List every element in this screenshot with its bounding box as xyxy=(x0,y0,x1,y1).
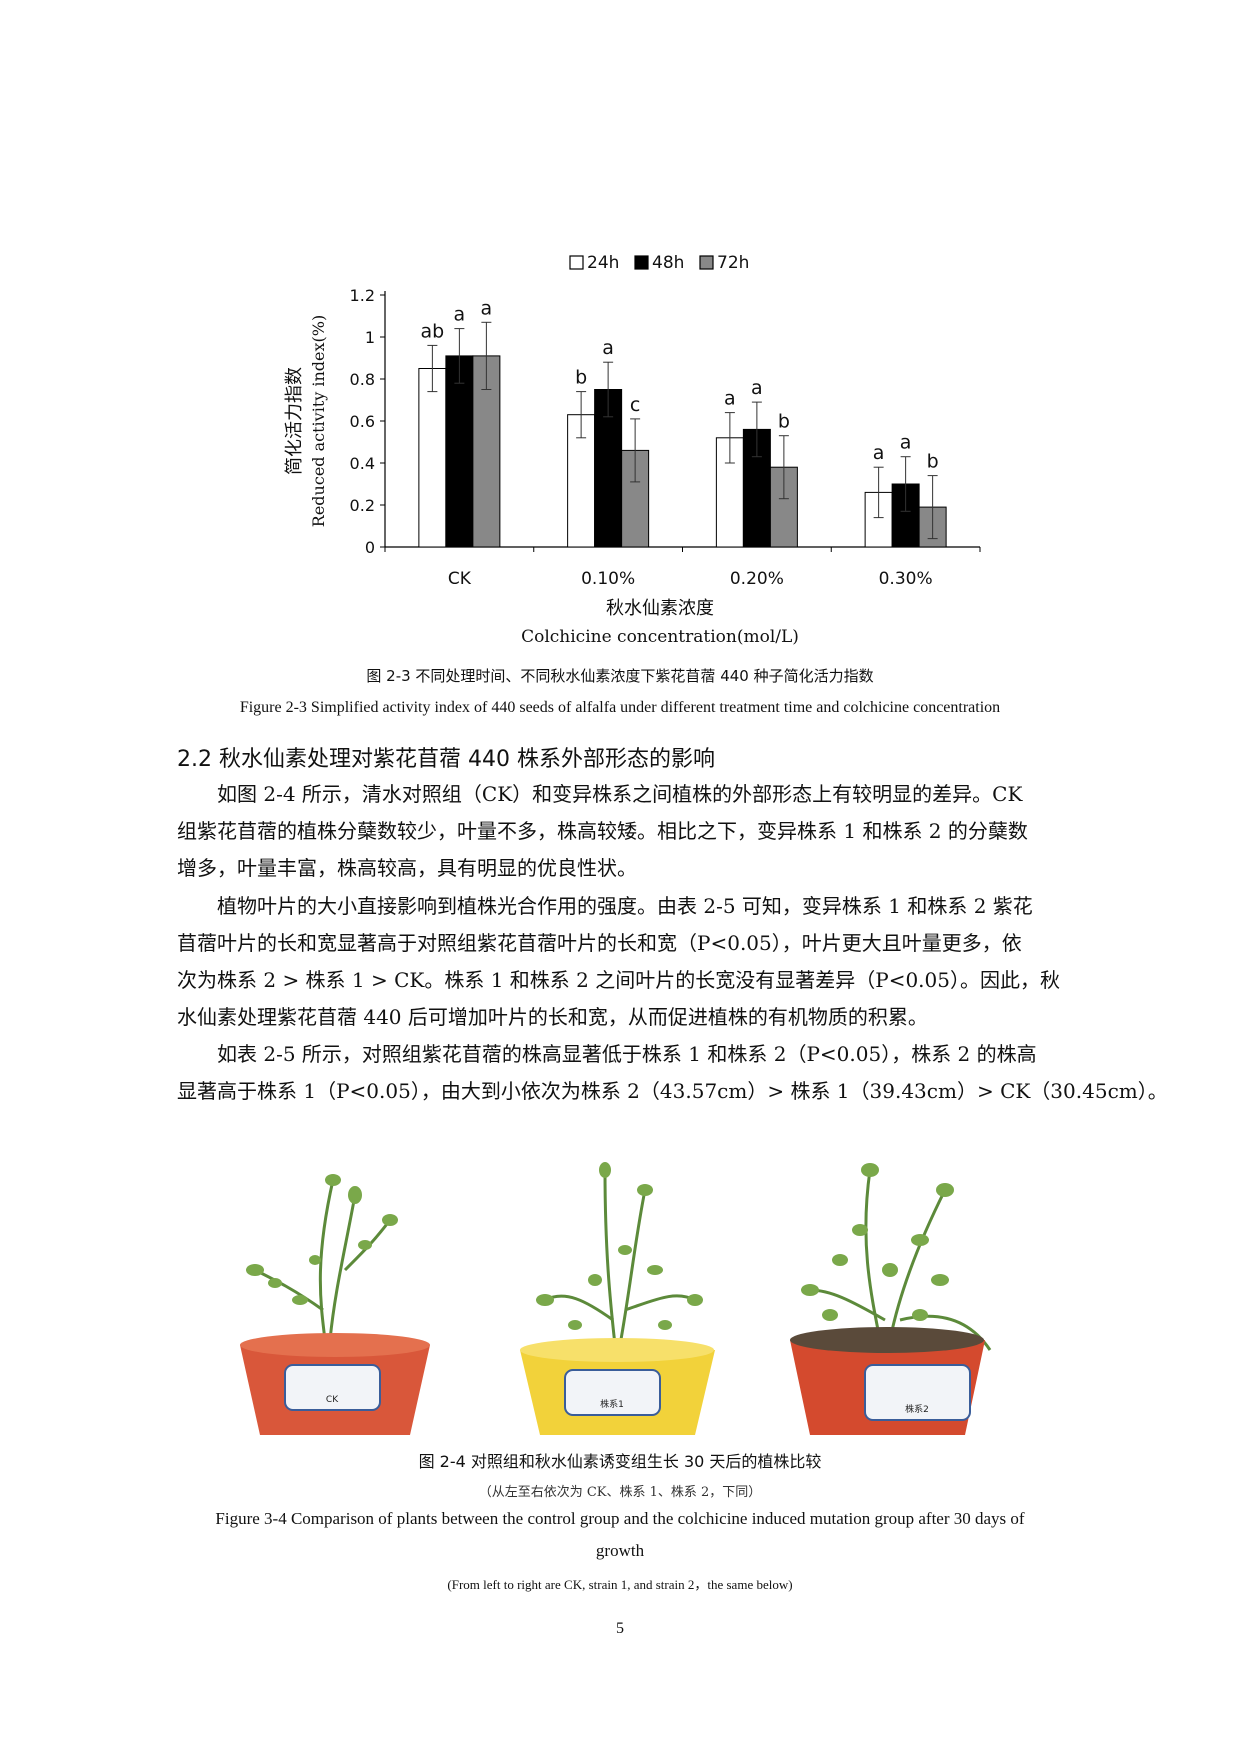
p2-line-4: 水仙素处理紫花苜蓿 440 后可增加叶片的长和宽，从而促进植株的有机物质的积累。 xyxy=(177,1005,928,1029)
photo-strain1-plant: 株系1 xyxy=(495,1150,745,1440)
strain1-pot-label: 株系1 xyxy=(600,1398,624,1410)
legend-label-2: 72h xyxy=(717,253,749,273)
y-tick-label-4: 0.8 xyxy=(350,370,375,389)
figure-2-3-caption-en: Figure 2-3 Simplified activity index of … xyxy=(239,699,1001,716)
strain1-plant-image: 株系1 xyxy=(520,1162,715,1435)
figure-2-3-chart: 24h 48h 72h 0 0.2 0.4 0.6 0.8 1 1.2 ab a a CK b a c 0.10%… xyxy=(280,250,1000,660)
x-tick-label-0: CK xyxy=(448,569,472,589)
legend-swatch-2 xyxy=(699,255,714,270)
significance-letter-2-2: b xyxy=(778,411,790,433)
bar-2-0 xyxy=(472,355,501,548)
x-tick-label-3: 0.30% xyxy=(879,569,933,589)
y-tick-label-2: 0.4 xyxy=(350,454,375,473)
y-tick-label-5: 1 xyxy=(365,328,375,347)
y-tick-label-6: 1.2 xyxy=(350,286,375,305)
p2-line-3: 次为株系 2 > 株系 1 > CK。株系 1 和株系 2 之间叶片的长宽没有显… xyxy=(177,968,1060,992)
figure-2-4-note-en: (From left to right are CK, strain 1, an… xyxy=(447,1577,793,1592)
y-tick-label-3: 0.6 xyxy=(350,412,375,431)
figure-2-4-note-cn: （从左至右依次为 CK、株系 1、株系 2，下同） xyxy=(478,1485,762,1500)
paragraph-1: 如图 2-4 所示，清水对照组（CK）和变异株系之间植株的外部形态上有较明显的差… xyxy=(177,776,1087,887)
paragraph-2: 植物叶片的大小直接影响到植株光合作用的强度。由表 2-5 可知，变异株系 1 和… xyxy=(177,888,1087,1036)
significance-letter-2-1: c xyxy=(630,394,640,416)
ck-plant-image: CK xyxy=(240,1174,430,1435)
y-axis-label-en: Reduced activity index(%) xyxy=(309,315,328,527)
significance-letter-0-3: a xyxy=(873,442,885,464)
significance-letter-2-3: b xyxy=(927,451,939,473)
significance-letter-0-1: b xyxy=(575,367,587,389)
figure-2-3-caption-cn: 图 2-3 不同处理时间、不同秋水仙素浓度下紫花苜蓿 440 种子简化活力指数 xyxy=(366,667,874,685)
significance-letter-1-1: a xyxy=(602,337,614,359)
x-axis-label-cn: 秋水仙素浓度 xyxy=(606,598,714,619)
significance-letter-1-2: a xyxy=(751,377,763,399)
p1-line-1: 如图 2-4 所示，清水对照组（CK）和变异株系之间植株的外部形态上有较明显的差… xyxy=(217,782,1023,806)
page-number: 5 xyxy=(616,1620,624,1637)
y-axis-label-cn: 简化活力指数 xyxy=(284,367,305,475)
x-tick-label-2: 0.20% xyxy=(730,569,784,589)
p3-line-2: 显著高于株系 1（P<0.05），由大到小依次为株系 2（43.57cm）> 株… xyxy=(177,1079,1168,1103)
bar-1-0 xyxy=(445,355,474,548)
legend-swatch-1 xyxy=(634,255,649,270)
significance-letter-1-0: a xyxy=(454,304,466,326)
significance-letter-1-3: a xyxy=(900,432,912,454)
bar-0-0 xyxy=(418,368,447,548)
significance-letter-0-0: ab xyxy=(421,320,445,342)
legend-label-0: 24h xyxy=(587,253,619,273)
p3-line-1: 如表 2-5 所示，对照组紫花苜蓿的株高显著低于株系 1 和株系 2（P<0.0… xyxy=(217,1042,1037,1066)
ck-pot-label: CK xyxy=(326,1395,339,1405)
strain2-pot-label: 株系2 xyxy=(905,1403,929,1415)
p1-line-2: 组紫花苜蓿的植株分蘖数较少，叶量不多，株高较矮。相比之下，变异株系 1 和株系 … xyxy=(177,819,1028,843)
p1-line-3: 增多，叶量丰富，株高较高，具有明显的优良性状。 xyxy=(177,856,637,880)
x-axis-label-en: Colchicine concentration(mol/L) xyxy=(521,627,799,647)
x-tick-label-1: 0.10% xyxy=(581,569,635,589)
y-tick-label-1: 0.2 xyxy=(350,496,375,515)
section-heading: 2.2 秋水仙素处理对紫花苜蓿 440 株系外部形态的影响 xyxy=(177,747,715,772)
p2-line-1: 植物叶片的大小直接影响到植株光合作用的强度。由表 2-5 可知，变异株系 1 和… xyxy=(217,894,1033,918)
strain2-plant-image: 株系2 xyxy=(790,1163,992,1435)
y-tick-label-0: 0 xyxy=(365,538,375,557)
figure-2-4-caption-cn: 图 2-4 对照组和秋水仙素诱变组生长 30 天后的植株比较 xyxy=(418,1452,822,1471)
figure-2-4-caption-en-line-1: Figure 3-4 Comparison of plants between … xyxy=(215,1509,1025,1528)
photo-ck-plant: CK xyxy=(215,1150,465,1440)
legend-label-1: 48h xyxy=(652,253,684,273)
p2-line-2: 苜蓿叶片的长和宽显著高于对照组紫花苜蓿叶片的长和宽（P<0.05），叶片更大且叶… xyxy=(177,931,1022,955)
paragraph-3: 如表 2-5 所示，对照组紫花苜蓿的株高显著低于株系 1 和株系 2（P<0.0… xyxy=(177,1036,1168,1110)
legend-swatch-0 xyxy=(569,255,584,270)
figure-2-4-caption-en-line-2: growth xyxy=(595,1541,645,1560)
significance-letter-2-0: a xyxy=(481,297,493,319)
significance-letter-0-2: a xyxy=(724,388,736,410)
photo-strain2-plant: 株系2 xyxy=(770,1150,1020,1440)
